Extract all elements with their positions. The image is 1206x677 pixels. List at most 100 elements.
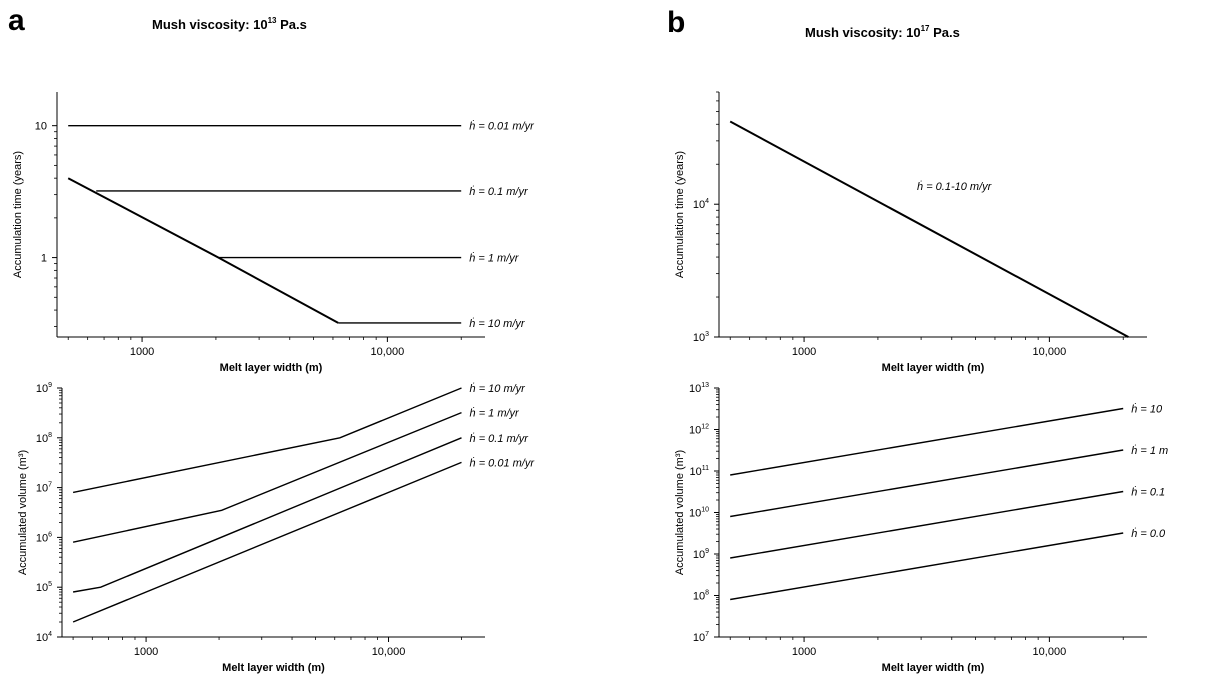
a-bottom-y-tick-label: 106 <box>36 531 52 544</box>
a-bottom-y-tick-label: 109 <box>36 382 52 395</box>
b-bottom-y-tick-base: 10 <box>693 549 705 561</box>
b-bottom-y-tick-exp: 12 <box>701 424 709 431</box>
b-top-y-tick-base: 10 <box>693 199 705 211</box>
b-bottom-y-tick-label: 1012 <box>689 424 709 437</box>
b-top-x-axis-title: Melt layer width (m) <box>882 362 985 374</box>
a-top-y-axis-title: Accumulation time (years) <box>12 151 24 278</box>
b-top-series-rate: = 0.1-10 m/yr <box>926 181 992 193</box>
a-bottom-y-tick-base: 10 <box>36 433 48 445</box>
a-top-y-tick-base: 10 <box>35 121 47 133</box>
a-bottom-h-dot-symbol: ḣ <box>470 457 479 469</box>
a-bottom-y-tick-exp: 6 <box>48 531 52 538</box>
b-bottom-x-tick-label: 1000 <box>792 646 816 658</box>
a-bottom-x-tick-label: 1000 <box>134 646 158 658</box>
b-bottom-h-dot-symbol: ḣ <box>1131 487 1140 499</box>
b-bottom-series-label: ḣ = 0.0 <box>1131 528 1166 540</box>
b-bottom-series-label: ḣ = 0.1 <box>1131 487 1165 499</box>
a-bottom-series-line <box>72 411 462 543</box>
a-bottom-y-tick-exp: 9 <box>48 382 52 389</box>
b-bottom-series-line <box>730 407 1124 476</box>
b-bottom-series-label: ḣ = 10 <box>1131 404 1163 416</box>
panel-a-title-unit: Pa.s <box>276 17 307 32</box>
a-bottom-h-dot-symbol: ḣ <box>470 383 479 395</box>
b-bottom-y-tick-exp: 7 <box>705 631 709 638</box>
b-bottom-h-dot-symbol: ḣ <box>1131 528 1140 540</box>
b-bottom-h-dot-symbol: ḣ <box>1131 445 1140 457</box>
a-bottom-y-tick-base: 10 <box>36 632 48 644</box>
a-bottom-y-tick-label: 105 <box>36 581 52 594</box>
a-bottom-series-line <box>72 437 462 593</box>
b-bottom-series-rate: = 1 m <box>1140 445 1168 457</box>
a-top-x-tick-label: 10,000 <box>371 346 405 358</box>
b-bottom-y-tick-base: 10 <box>693 591 705 603</box>
b-bottom-series-line <box>730 449 1124 518</box>
a-bottom-series-rate: = 1 m/yr <box>479 408 520 420</box>
a-bottom-series-rate: = 10 m/yr <box>479 383 526 395</box>
a-top-series-label: ḣ = 10 m/yr <box>469 318 526 330</box>
a-top-x-axis-title: Melt layer width (m) <box>220 362 323 374</box>
a-bottom-series-label: ḣ = 10 m/yr <box>470 383 527 395</box>
panel-b-title-exp: 17 <box>920 24 930 33</box>
panel-a-letter: a <box>8 4 25 37</box>
b-bottom-y-tick-exp: 10 <box>701 507 709 514</box>
panel-b-letter: b <box>667 6 686 39</box>
b-bottom-y-tick-label: 1013 <box>689 382 709 395</box>
a-bottom-series-rate: = 0.01 m/yr <box>479 457 536 469</box>
a-top-series-line <box>67 177 339 324</box>
a-top-h-dot-symbol: ḣ <box>469 318 478 330</box>
a-top-series-rate: = 0.01 m/yr <box>478 121 535 133</box>
b-bottom-y-tick-base: 10 <box>689 508 701 520</box>
a-top-h-dot-symbol: ḣ <box>469 253 478 265</box>
a-top-series-label: ḣ = 0.1 m/yr <box>469 186 529 198</box>
b-top-x-tick-label: 1000 <box>792 346 816 358</box>
a-bottom-x-tick-label: 10,000 <box>372 646 406 658</box>
a-top-h-dot-symbol: ḣ <box>469 121 478 133</box>
a-top-series-rate: = 10 m/yr <box>478 318 525 330</box>
panel-a-title-exp: 13 <box>267 16 277 25</box>
b-bottom-y-axis-title: Accumulated volume (m³) <box>674 450 686 575</box>
a-bottom-y-tick-label: 104 <box>36 631 52 644</box>
b-bottom-y-tick-label: 107 <box>693 631 709 644</box>
a-bottom-series-label: ḣ = 1 m/yr <box>470 408 521 420</box>
b-bottom-series-rate: = 0.1 <box>1140 487 1165 499</box>
b-top-series-line <box>729 120 1129 338</box>
a-top-series-label: ḣ = 0.01 m/yr <box>469 121 535 133</box>
a-bottom-series-rate: = 0.1 m/yr <box>479 433 530 445</box>
a-bottom-y-tick-base: 10 <box>36 582 48 594</box>
b-bottom-y-tick-exp: 8 <box>705 590 709 597</box>
a-bottom-y-tick-label: 107 <box>36 482 52 495</box>
b-top-y-tick-base: 10 <box>693 332 705 344</box>
panel-b-title: Mush viscosity: 1017 Pa.s <box>805 24 960 40</box>
b-top-x-tick-label: 10,000 <box>1033 346 1067 358</box>
panel-a-title-main: Mush viscosity: 10 <box>152 17 268 32</box>
panel-b-title-unit: Pa.s <box>929 25 960 40</box>
a-bottom-x-axis-title: Melt layer width (m) <box>222 662 325 674</box>
b-bottom-series-rate: = 0.0 <box>1140 528 1166 540</box>
b-top-y-tick-label: 104 <box>693 198 709 211</box>
b-bottom-y-tick-exp: 11 <box>702 465 709 472</box>
a-bottom-h-dot-symbol: ḣ <box>470 408 479 420</box>
a-top-series-rate: = 1 m/yr <box>478 253 519 265</box>
b-bottom-x-axis-title: Melt layer width (m) <box>882 662 985 674</box>
a-bottom-y-axis-title: Accumulated volume (m³) <box>17 450 29 575</box>
b-top-series-label: ḣ = 0.1-10 m/yr <box>917 181 993 193</box>
b-bottom-y-tick-base: 10 <box>693 632 705 644</box>
a-bottom-y-tick-base: 10 <box>36 532 48 544</box>
a-top-y-tick-base: 1 <box>41 253 47 265</box>
a-bottom-h-dot-symbol: ḣ <box>470 433 479 445</box>
b-bottom-y-tick-label: 1011 <box>689 465 709 478</box>
a-top-h-dot-symbol: ḣ <box>469 186 478 198</box>
a-bottom-y-tick-exp: 8 <box>48 432 52 439</box>
b-top-y-tick-exp: 3 <box>705 331 709 338</box>
b-bottom-y-tick-label: 1010 <box>689 507 709 520</box>
b-bottom-series-line <box>730 490 1124 559</box>
a-bottom-y-tick-exp: 4 <box>48 631 52 638</box>
b-bottom-series-rate: = 10 <box>1140 404 1163 416</box>
a-bottom-y-tick-exp: 5 <box>48 581 52 588</box>
b-bottom-y-tick-label: 108 <box>693 590 709 603</box>
b-bottom-y-tick-base: 10 <box>689 383 701 395</box>
b-bottom-y-tick-exp: 13 <box>701 382 709 389</box>
panel-b-title-main: Mush viscosity: 10 <box>805 25 921 40</box>
a-top-series-rate: = 0.1 m/yr <box>478 186 529 198</box>
